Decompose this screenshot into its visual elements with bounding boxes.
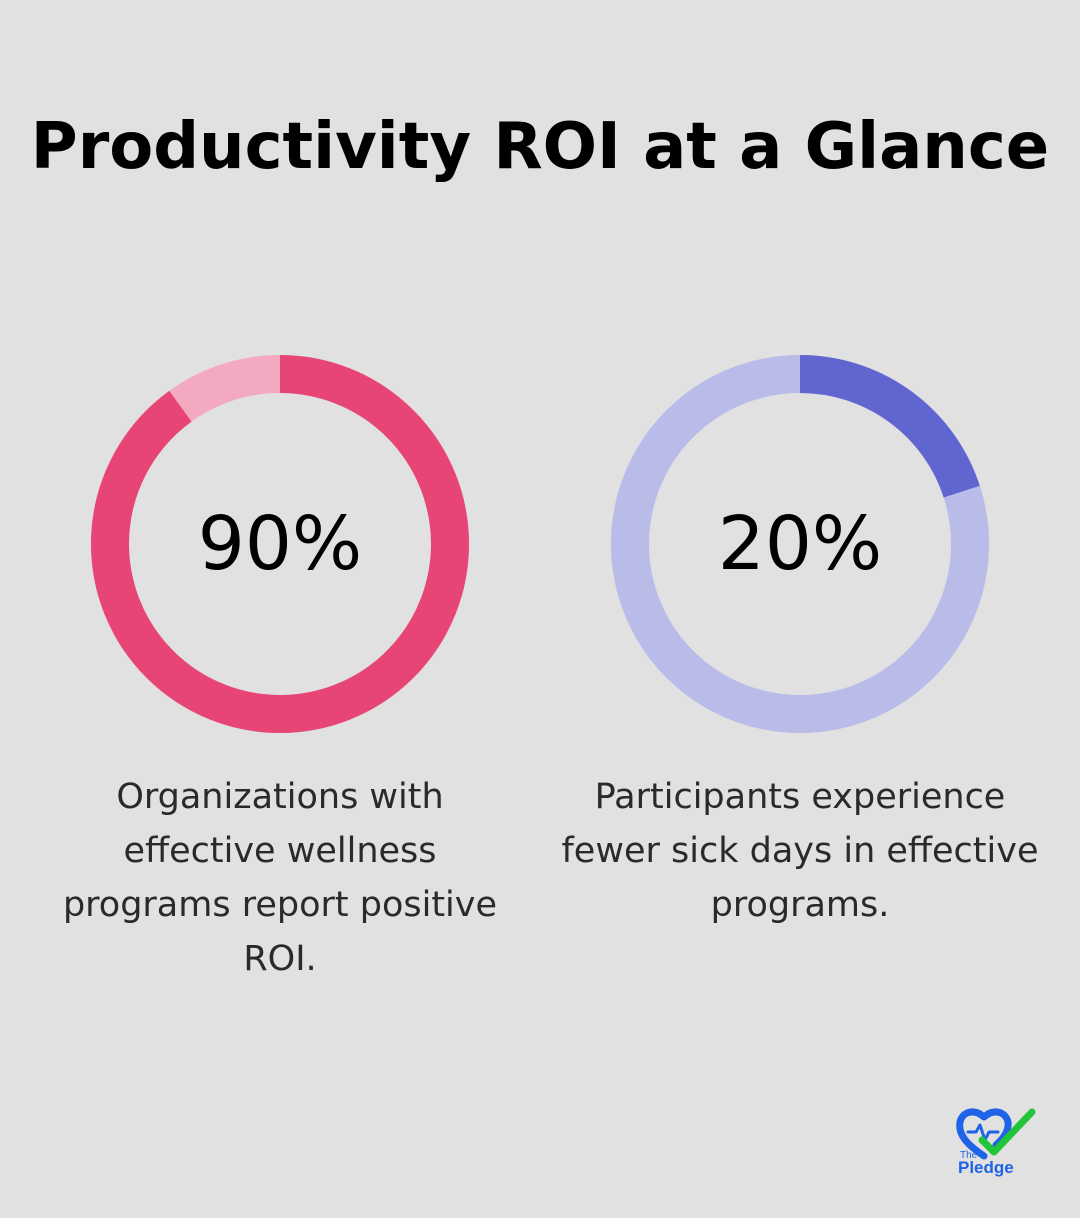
page-title: Productivity ROI at a Glance [30, 110, 1050, 184]
donut-chart-svg [611, 355, 989, 733]
the-pledge-logo: The Pledge [952, 1100, 1040, 1180]
stat-card-sick-days: 20% Participants experience fewer sick d… [540, 350, 1060, 1010]
donut-value-label: 20% [717, 501, 883, 587]
donut-value-label: 90% [197, 501, 363, 587]
donut-value-slice [611, 355, 989, 733]
logo-text-pledge: Pledge [958, 1158, 1014, 1177]
donut-value-slice [91, 355, 469, 733]
stat-caption: Organizations with effective wellness pr… [62, 777, 498, 979]
stat-card-positive-roi: 90% Organizations with effective wellnes… [20, 350, 540, 1010]
donut-chart: 90% [90, 354, 470, 734]
donut-chart: 20% [610, 354, 990, 734]
heart-check-icon: The Pledge [956, 1108, 1036, 1177]
logo-text-the: The [960, 1150, 978, 1161]
stat-caption: Participants experience fewer sick days … [561, 777, 1039, 925]
donut-chart-svg [91, 355, 469, 733]
